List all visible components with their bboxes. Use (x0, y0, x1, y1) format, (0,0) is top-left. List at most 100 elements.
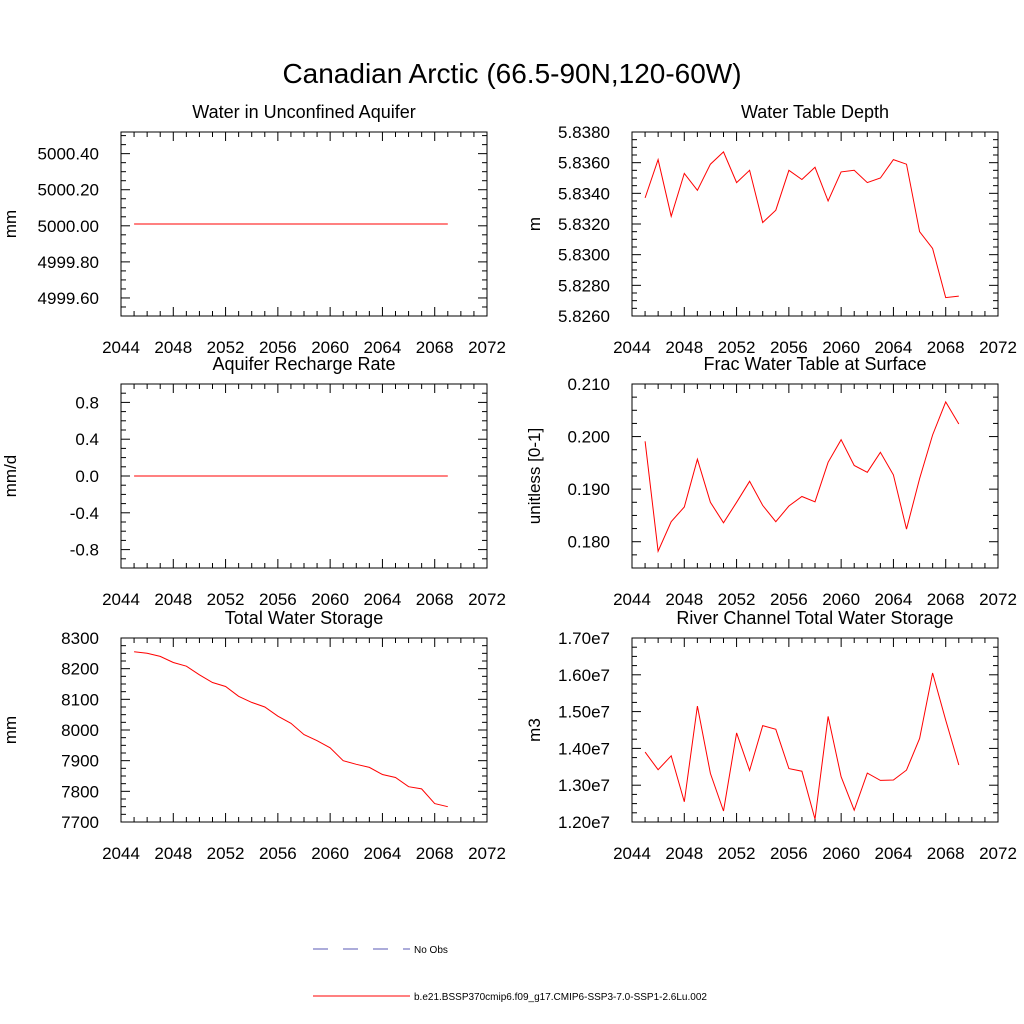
river-channel-storage-xtick-label: 2064 (875, 844, 913, 863)
frac-water-table-xtick-label: 2052 (718, 590, 756, 609)
recharge-rate-xtick-label: 2056 (259, 590, 297, 609)
total-water-storage-xtick-label: 2064 (364, 844, 402, 863)
total-water-storage-ytick-label: 8200 (61, 660, 99, 679)
river-channel-storage-ytick-label: 1.60e7 (558, 666, 610, 685)
frac-water-table-xtick-label: 2064 (875, 590, 913, 609)
total-water-storage-xtick-label: 2072 (468, 844, 506, 863)
frac-water-table-ytick-label: 0.190 (567, 480, 610, 499)
unconfined-aquifer-ytick-label: 4999.60 (38, 289, 99, 308)
water-table-depth-ytick-label: 5.8340 (558, 184, 610, 203)
figure-title: Canadian Arctic (66.5-90N,120-60W) (282, 58, 741, 89)
legend-label-model-run: b.e21.BSSP370cmip6.f09_g17.CMIP6-SSP3-7.… (414, 992, 707, 1003)
recharge-rate-xtick-label: 2052 (207, 590, 245, 609)
frac-water-table-ytick-label: 0.180 (567, 533, 610, 552)
recharge-rate-ytick-label: -0.8 (70, 541, 99, 560)
river-channel-storage-xtick-label: 2056 (770, 844, 808, 863)
frac-water-table-ytick-label: 0.200 (567, 428, 610, 447)
total-water-storage-xtick-label: 2056 (259, 844, 297, 863)
frac-water-table-xtick-label: 2060 (822, 590, 860, 609)
water-table-depth-xtick-label: 2064 (875, 338, 913, 357)
frac-water-table-ylabel: unitless [0-1] (525, 428, 544, 524)
river-channel-storage-ytick-label: 1.30e7 (558, 776, 610, 795)
river-channel-storage-ytick-label: 1.50e7 (558, 703, 610, 722)
frac-water-table-plot-frame (631, 383, 999, 569)
river-channel-storage-xtick-label: 2048 (665, 844, 703, 863)
recharge-rate-xtick-label: 2048 (154, 590, 192, 609)
river-channel-storage-xtick-label: 2044 (613, 844, 651, 863)
water-table-depth-xtick-label: 2052 (718, 338, 756, 357)
frac-water-table-ytick-label: 0.210 (567, 375, 610, 394)
river-channel-storage-ylabel: m3 (525, 718, 544, 742)
total-water-storage-xtick-label: 2044 (102, 844, 140, 863)
unconfined-aquifer-xtick-label: 2056 (259, 338, 297, 357)
recharge-rate-title: Aquifer Recharge Rate (212, 354, 395, 374)
frac-water-table-xtick-label: 2056 (770, 590, 808, 609)
unconfined-aquifer-title: Water in Unconfined Aquifer (192, 102, 415, 122)
total-water-storage-ytick-label: 8300 (61, 629, 99, 648)
river-channel-storage-ytick-label: 1.70e7 (558, 629, 610, 648)
river-channel-storage-xtick-label: 2072 (979, 844, 1017, 863)
water-table-depth-xtick-label: 2060 (822, 338, 860, 357)
river-channel-storage-xtick-label: 2068 (927, 844, 965, 863)
total-water-storage-plot-frame (120, 637, 488, 823)
panel-recharge-rate: Aquifer Recharge Rate 2044 2048 2052 2056 206… (1, 354, 506, 609)
legend-entry-model-run: b.e21.BSSP370cmip6.f09_g17.CMIP6-SSP3-7.… (313, 992, 707, 1003)
frac-water-table-xtick-label: 2048 (665, 590, 703, 609)
water-table-depth-ytick-label: 5.8380 (558, 123, 610, 142)
frac-water-table-xtick-label: 2044 (613, 590, 651, 609)
water-table-depth-xtick-label: 2044 (613, 338, 651, 357)
frac-water-table-series-line (644, 400, 960, 554)
total-water-storage-xtick-label: 2052 (207, 844, 245, 863)
river-channel-storage-title: River Channel Total Water Storage (676, 608, 953, 628)
unconfined-aquifer-ytick-label: 5000.20 (38, 181, 99, 200)
total-water-storage-ytick-label: 8000 (61, 721, 99, 740)
water-table-depth-title: Water Table Depth (741, 102, 889, 122)
total-water-storage-xtick-label: 2048 (154, 844, 192, 863)
panel-unconfined-aquifer: Water in Unconfined Aquifer 2044 2048 2052 2… (1, 102, 506, 357)
total-water-storage-ylabel: mm (1, 716, 20, 744)
total-water-storage-ytick-label: 7900 (61, 752, 99, 771)
legend-entry-no-obs: No Obs (313, 945, 448, 956)
unconfined-aquifer-ytick-label: 4999.80 (38, 253, 99, 272)
frac-water-table-xtick-label: 2072 (979, 590, 1017, 609)
unconfined-aquifer-ytick-label: 5000.40 (38, 145, 99, 164)
water-table-depth-ytick-label: 5.8260 (558, 307, 610, 326)
unconfined-aquifer-xtick-label: 2048 (154, 338, 192, 357)
unconfined-aquifer-xtick-label: 2044 (102, 338, 140, 357)
river-channel-storage-series-line (644, 672, 960, 820)
water-table-depth-series-line (644, 151, 959, 299)
total-water-storage-xtick-label: 2068 (416, 844, 454, 863)
unconfined-aquifer-xtick-label: 2068 (416, 338, 454, 357)
legend: No Obs b.e21.BSSP370cmip6.f09_g17.CMIP6-… (313, 945, 707, 1003)
total-water-storage-ytick-label: 7700 (61, 813, 99, 832)
river-channel-storage-xtick-label: 2052 (718, 844, 756, 863)
total-water-storage-series-line (134, 651, 448, 808)
panel-frac-water-table: Frac Water Table at Surface 2044 2048 2052 2… (525, 354, 1017, 609)
river-channel-storage-xtick-label: 2060 (822, 844, 860, 863)
total-water-storage-ytick-label: 8100 (61, 690, 99, 709)
unconfined-aquifer-xtick-label: 2052 (207, 338, 245, 357)
recharge-rate-ytick-label: 0.0 (75, 467, 99, 486)
river-channel-storage-ytick-label: 1.20e7 (558, 813, 610, 832)
water-table-depth-ytick-label: 5.8360 (558, 154, 610, 173)
recharge-rate-ytick-label: -0.4 (70, 504, 99, 523)
total-water-storage-title: Total Water Storage (225, 608, 383, 628)
total-water-storage-ytick-label: 7800 (61, 782, 99, 801)
recharge-rate-xtick-label: 2072 (468, 590, 506, 609)
recharge-rate-xtick-label: 2068 (416, 590, 454, 609)
unconfined-aquifer-ylabel: mm (1, 210, 20, 238)
unconfined-aquifer-xtick-label: 2064 (364, 338, 402, 357)
recharge-rate-ylabel: mm/d (1, 455, 20, 498)
unconfined-aquifer-xtick-label: 2072 (468, 338, 506, 357)
panel-water-table-depth: Water Table Depth 2044 2048 2052 2056 2060 206… (525, 102, 1017, 357)
unconfined-aquifer-ytick-label: 5000.00 (38, 217, 99, 236)
recharge-rate-ytick-label: 0.4 (75, 430, 99, 449)
water-table-depth-xtick-label: 2056 (770, 338, 808, 357)
frac-water-table-title: Frac Water Table at Surface (703, 354, 926, 374)
recharge-rate-xtick-label: 2064 (364, 590, 402, 609)
water-table-depth-ylabel: m (525, 217, 544, 231)
recharge-rate-xtick-label: 2044 (102, 590, 140, 609)
panel-total-water-storage: Total Water Storage 2044 2048 2052 2056 2060 2… (1, 608, 506, 863)
water-table-depth-xtick-label: 2072 (979, 338, 1017, 357)
river-channel-storage-ytick-label: 1.40e7 (558, 739, 610, 758)
